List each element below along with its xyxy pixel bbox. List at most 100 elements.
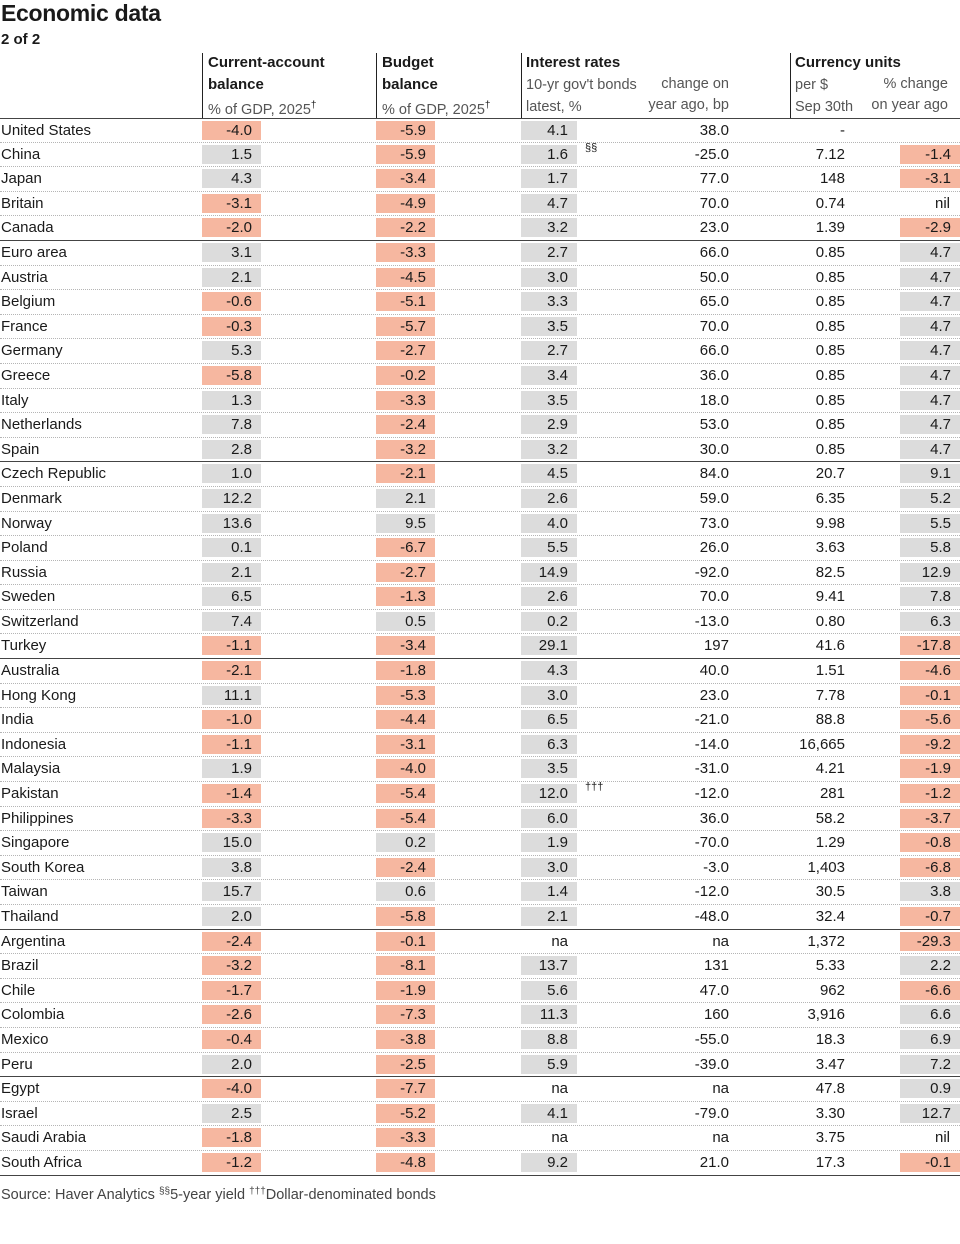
bond-yield-value: 3.2 bbox=[521, 218, 577, 238]
header-sub: per $ bbox=[795, 76, 829, 93]
budget-balance-value: -3.3 bbox=[376, 390, 435, 410]
header-sub: 10-yr gov't bonds bbox=[526, 76, 637, 93]
bond-yield-value: 13.7 bbox=[521, 956, 577, 976]
current-account-value: 1.9 bbox=[202, 759, 261, 779]
currency-change-value: 4.7 bbox=[900, 341, 960, 361]
yield-change-value: 131 bbox=[703, 957, 729, 975]
country-name: Czech Republic bbox=[1, 465, 107, 483]
bond-yield-value: 1.9 bbox=[521, 833, 577, 853]
bond-yield-value: 4.1 bbox=[521, 121, 577, 140]
currency-change-value: 4.7 bbox=[900, 365, 960, 385]
currency-change-value: nil bbox=[934, 1129, 950, 1147]
current-account-value: 1.0 bbox=[202, 464, 261, 484]
bond-yield-value: 3.4 bbox=[521, 365, 577, 385]
yield-change-value: 23.0 bbox=[699, 219, 729, 237]
yield-change-value: -12.0 bbox=[694, 785, 729, 803]
table-row: Malaysia 1.9 -4.0 3.5 -31.0 4.21 -1.9 bbox=[0, 757, 960, 783]
country-name: Singapore bbox=[1, 834, 70, 852]
country-name: Chile bbox=[1, 981, 36, 999]
currency-per-dollar-value: 18.3 bbox=[815, 1030, 845, 1048]
yield-change-value: 36.0 bbox=[699, 809, 729, 827]
country-name: Belgium bbox=[1, 293, 56, 311]
current-account-value: 7.8 bbox=[202, 415, 261, 435]
country-name: South Africa bbox=[1, 1153, 82, 1171]
currency-per-dollar-value: 0.85 bbox=[815, 342, 845, 360]
currency-change-value: 3.8 bbox=[900, 882, 960, 902]
current-account-value: -5.8 bbox=[202, 365, 261, 385]
table-row: Austria 2.1 -4.5 3.0 50.0 0.85 4.7 bbox=[0, 266, 960, 291]
currency-per-dollar-value: 0.85 bbox=[815, 268, 845, 286]
current-account-value: -1.1 bbox=[202, 734, 261, 754]
footnote-mark: † bbox=[484, 100, 491, 111]
yield-change-value: -25.0 bbox=[694, 145, 729, 163]
current-account-value: 6.5 bbox=[202, 587, 261, 607]
yield-change-value: -3.0 bbox=[703, 858, 729, 876]
yield-change-value: 38.0 bbox=[699, 122, 729, 139]
yield-change-value: 84.0 bbox=[699, 465, 729, 483]
country-name: Poland bbox=[1, 539, 48, 557]
bond-yield-value: 2.1 bbox=[521, 907, 577, 926]
currency-change-value: 5.2 bbox=[900, 488, 960, 508]
currency-change-value: 6.9 bbox=[900, 1029, 960, 1049]
header-line: Currency units bbox=[795, 54, 901, 71]
table-row: Germany 5.3 -2.7 2.7 66.0 0.85 4.7 bbox=[0, 339, 960, 364]
currency-per-dollar-value: 7.12 bbox=[815, 145, 845, 163]
bond-yield-value: 5.6 bbox=[521, 980, 577, 1000]
bond-yield-value: 6.0 bbox=[521, 808, 577, 828]
currency-change-value: 6.6 bbox=[900, 1005, 960, 1025]
currency-change-value: -0.8 bbox=[900, 833, 960, 853]
currency-per-dollar-value: 41.6 bbox=[815, 637, 845, 655]
currency-change-value: -3.1 bbox=[900, 169, 960, 189]
current-account-value: 2.1 bbox=[202, 267, 261, 287]
budget-balance-value: -0.2 bbox=[376, 365, 435, 385]
country-name: Austria bbox=[1, 268, 48, 286]
yield-change-value: 21.0 bbox=[699, 1153, 729, 1171]
yield-change-value: 70.0 bbox=[699, 588, 729, 606]
currency-per-dollar-value: 3.75 bbox=[815, 1129, 845, 1147]
current-account-value: -4.0 bbox=[202, 121, 261, 140]
current-account-value: 3.8 bbox=[202, 857, 261, 877]
country-name: Spain bbox=[1, 440, 40, 458]
header-line: balance bbox=[382, 75, 438, 93]
bond-yield-value: 4.0 bbox=[521, 513, 577, 533]
currency-change-value: -1.4 bbox=[900, 144, 960, 164]
yield-change-value: -21.0 bbox=[694, 711, 729, 729]
budget-balance-value: 0.5 bbox=[376, 611, 435, 631]
yield-change-value: 65.0 bbox=[699, 293, 729, 311]
table-row: Pakistan -1.4 -5.4 12.0 ††† -12.0 281 -1.2 bbox=[0, 781, 960, 807]
table-row: Hong Kong 11.1 -5.3 3.0 23.0 7.78 -0.1 bbox=[0, 684, 960, 709]
table-row: Canada -2.0 -2.2 3.2 23.0 1.39 -2.9 bbox=[0, 216, 960, 241]
currency-per-dollar-value: 0.80 bbox=[815, 612, 845, 630]
header-sub: year ago, bp bbox=[648, 97, 729, 113]
budget-balance-value: -8.1 bbox=[376, 956, 435, 976]
budget-balance-value: -2.1 bbox=[376, 464, 435, 484]
country-name: Euro area bbox=[1, 243, 67, 261]
currency-per-dollar-value: 0.85 bbox=[815, 416, 845, 434]
country-name: Turkey bbox=[1, 637, 47, 655]
header-line: balance bbox=[208, 75, 264, 93]
currency-change-value: -9.2 bbox=[900, 734, 960, 754]
table-row: Euro area 3.1 -3.3 2.7 66.0 0.85 4.7 bbox=[0, 241, 960, 266]
current-account-value: 5.3 bbox=[202, 341, 261, 361]
bond-yield-value: 4.5 bbox=[521, 464, 577, 484]
table-row: Mexico -0.4 -3.8 8.8 -55.0 18.3 6.9 bbox=[0, 1028, 960, 1053]
table-row: Norway 13.6 9.5 4.0 73.0 9.98 5.5 bbox=[0, 512, 960, 537]
header-current-account: Current-account balance % of GDP, 2025† bbox=[208, 52, 325, 122]
current-account-value: 2.0 bbox=[202, 907, 261, 926]
currency-per-dollar-value: 0.85 bbox=[815, 243, 845, 261]
current-account-value: -2.6 bbox=[202, 1005, 261, 1025]
currency-change-value: 9.1 bbox=[900, 464, 960, 484]
footnote-text: 5-year yield bbox=[170, 1187, 246, 1203]
currency-per-dollar-value: 962 bbox=[819, 981, 845, 999]
yield-change-value: -55.0 bbox=[694, 1030, 729, 1048]
footnote-mark: §§ bbox=[158, 1186, 171, 1197]
current-account-value: 2.5 bbox=[202, 1103, 261, 1123]
currency-per-dollar-value: 0.85 bbox=[815, 293, 845, 311]
footnote-mark: † bbox=[310, 100, 317, 111]
budget-balance-value: -4.5 bbox=[376, 267, 435, 287]
yield-change-value: na bbox=[712, 932, 729, 950]
header-line: Budget bbox=[382, 54, 434, 71]
table-row: Belgium -0.6 -5.1 3.3 65.0 0.85 4.7 bbox=[0, 290, 960, 315]
table-row: Philippines -3.3 -5.4 6.0 36.0 58.2 -3.7 bbox=[0, 807, 960, 832]
bond-yield-value: 4.7 bbox=[521, 193, 577, 213]
